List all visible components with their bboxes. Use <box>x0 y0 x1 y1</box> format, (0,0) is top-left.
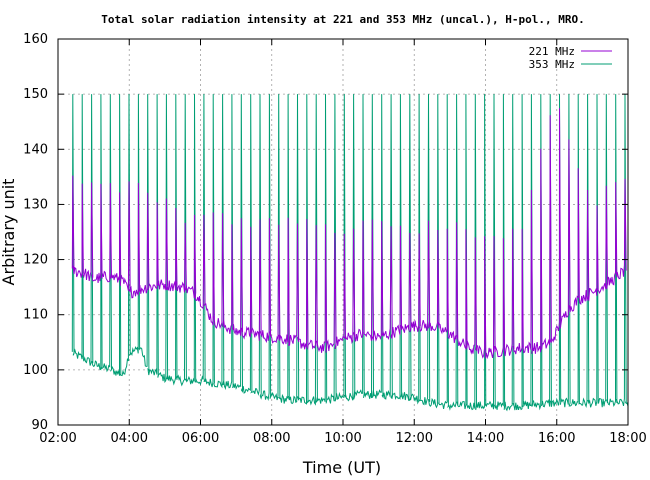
grid <box>58 39 628 425</box>
y-tick-label: 90 <box>31 418 48 433</box>
y-tick-label: 110 <box>23 308 48 323</box>
chart-title: Total solar radiation intensity at 221 a… <box>101 13 584 26</box>
plot-frame <box>57 38 629 426</box>
series-layer <box>71 94 629 412</box>
x-tick-label: 02:00 <box>39 431 76 446</box>
y-tick-label: 160 <box>23 32 48 47</box>
legend-label-221: 221 MHz <box>529 45 575 58</box>
x-tick-label: 08:00 <box>253 431 290 446</box>
y-tick-label: 130 <box>23 197 48 212</box>
x-axis-label: Time (UT) <box>302 458 381 477</box>
x-tick-label: 10:00 <box>324 431 361 446</box>
y-tick-label: 150 <box>23 87 48 102</box>
x-tick-label: 04:00 <box>111 431 148 446</box>
y-tick-label: 120 <box>23 253 48 268</box>
legend-label-353: 353 MHz <box>529 58 575 71</box>
series-line-221 <box>71 108 627 360</box>
y-tick-label: 100 <box>23 363 48 378</box>
x-tick-label: 06:00 <box>182 431 219 446</box>
x-tick-label: 18:00 <box>609 431 646 446</box>
x-tick-label: 16:00 <box>538 431 575 446</box>
x-tick-label: 12:00 <box>396 431 433 446</box>
legend: 221 MHz 353 MHz <box>529 45 612 71</box>
x-tick-label: 14:00 <box>467 431 504 446</box>
y-tick-label: 140 <box>23 142 48 157</box>
y-axis-label: Arbitrary unit <box>0 179 18 286</box>
series-line-353 <box>71 94 629 412</box>
ticks: 02:00 04:00 06:00 08:00 10:00 12:00 14:00 16:00… <box>23 32 647 446</box>
